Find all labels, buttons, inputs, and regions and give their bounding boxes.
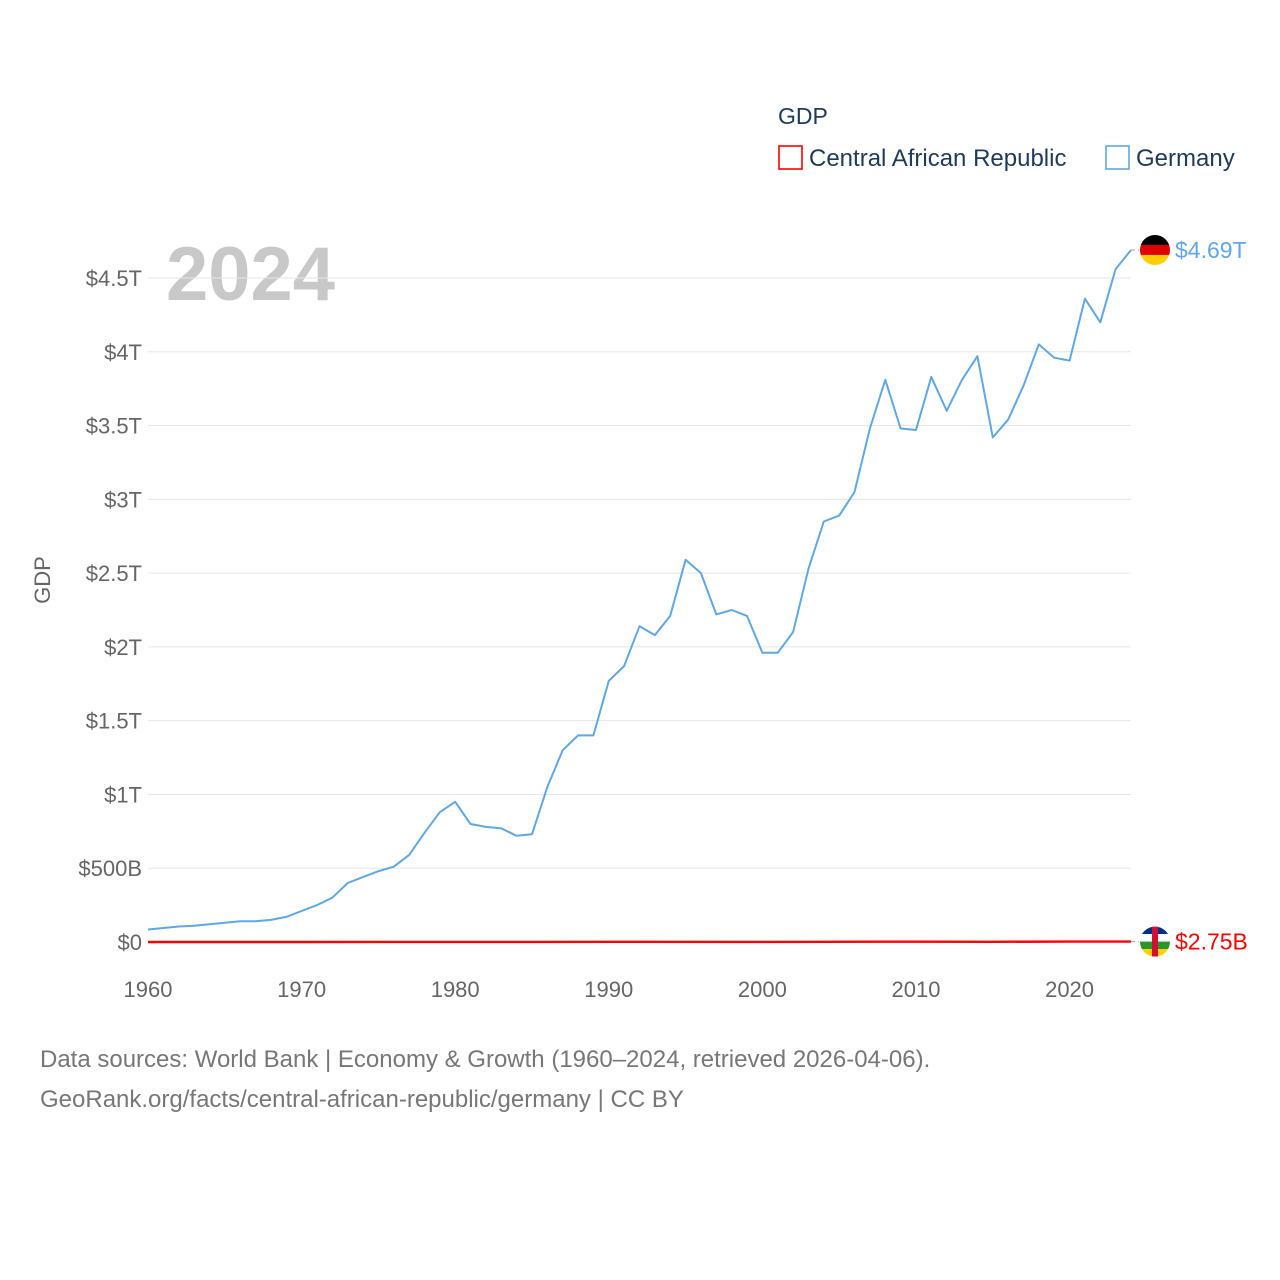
x-tick-label: 1980 — [431, 977, 480, 1002]
x-tick-label: 2020 — [1045, 977, 1094, 1002]
x-tick-label: 2000 — [738, 977, 787, 1002]
y-tick-label: $2.5T — [86, 561, 142, 586]
y-tick-label: $2T — [104, 635, 142, 660]
germany-flag-icon — [1140, 234, 1170, 265]
gridlines — [148, 277, 1131, 943]
end-markers: $2.75B $4.69T — [1131, 234, 1248, 957]
legend-label-germany[interactable]: Germany — [1136, 145, 1235, 172]
end-value-label-germany: $4.69T — [1175, 237, 1247, 263]
y-tick-label: $4T — [104, 340, 142, 365]
legend-label-central-african-republic[interactable]: Central African Republic — [809, 145, 1066, 172]
x-tick-label: 1990 — [584, 977, 633, 1002]
x-tick-label: 1960 — [124, 977, 173, 1002]
end-value-label-central-african-republic: $2.75B — [1175, 929, 1248, 955]
y-tick-label: $3.5T — [86, 414, 142, 439]
year-label: 2024 — [166, 232, 335, 317]
y-tick-label: $500B — [78, 856, 142, 881]
x-axis-ticks: 1960 1970 1980 1990 2000 2010 2020 — [124, 977, 1095, 1002]
series-lines — [147, 249, 1132, 944]
y-axis-ticks: $0 $500B $1T $1.5T $2T $2.5T $3T $3.5T $4T $4.5T — [78, 266, 142, 955]
source-line-1: Data sources: World Bank | Economy & Gro… — [40, 1046, 931, 1073]
legend-swatch-germany[interactable] — [1105, 145, 1130, 170]
central-african-republic-flag-icon — [1140, 926, 1170, 957]
y-tick-label: $1.5T — [86, 709, 142, 734]
x-tick-label: 1970 — [277, 977, 326, 1002]
y-tick-label: $3T — [104, 487, 142, 512]
source-note: Data sources: World Bank | Economy & Gro… — [40, 1040, 930, 1120]
x-tick-label: 2010 — [891, 977, 940, 1002]
legend-title: GDP — [778, 103, 828, 129]
y-tick-label: $4.5T — [86, 266, 142, 291]
legend-swatch-central-african-republic[interactable] — [778, 145, 803, 170]
source-line-2[interactable]: GeoRank.org/facts/central-african-republ… — [40, 1086, 684, 1113]
y-axis-title: GDP — [30, 556, 55, 604]
series-line-germany[interactable] — [147, 249, 1132, 931]
y-tick-label: $0 — [118, 930, 142, 955]
y-tick-label: $1T — [104, 782, 142, 807]
